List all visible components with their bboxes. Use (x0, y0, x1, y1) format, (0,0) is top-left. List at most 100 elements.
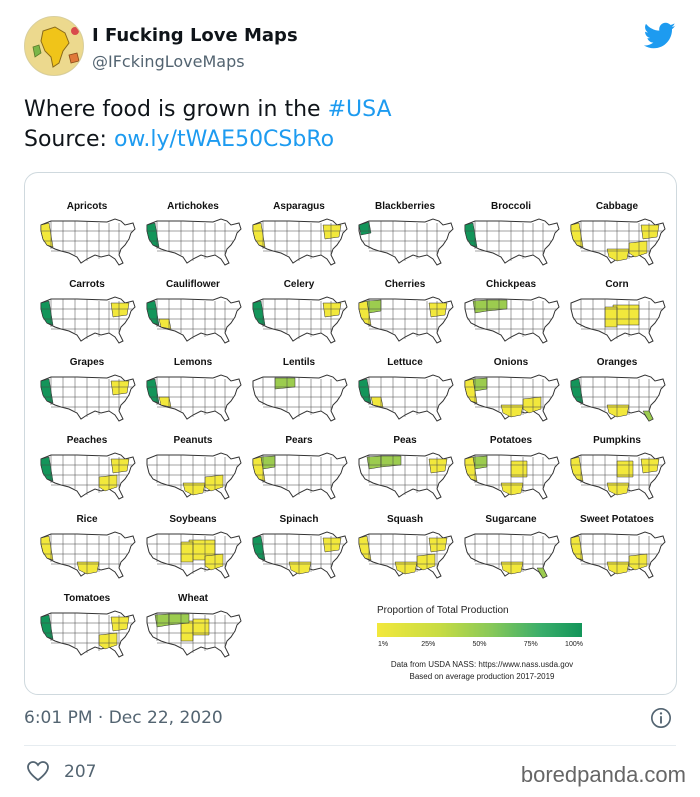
region-midwest (510, 460, 528, 478)
us-outline (252, 531, 348, 579)
region-northeast (110, 458, 130, 474)
us-map (40, 218, 136, 266)
legend-source-line-2: Based on average production 2017-2019 (409, 672, 555, 681)
region-north-central (486, 299, 508, 312)
legend-tick: 75% (523, 641, 538, 648)
us-map (40, 296, 136, 344)
map-title: Spinach (279, 514, 319, 525)
avatar[interactable] (24, 16, 84, 76)
legend-source: Data from USDA NASS: https://www.nass.us… (377, 659, 587, 683)
map-sweet-potatoes: Sweet Potatoes (565, 514, 669, 584)
map-title: Asparagus (273, 201, 325, 212)
map-title: Lettuce (387, 357, 423, 368)
legend-source-line-1: Data from USDA NASS: https://www.nass.us… (390, 660, 574, 669)
region-northeast (640, 458, 660, 474)
map-title: Onions (493, 357, 529, 368)
tweet-timestamp[interactable]: 6:01 PM · Dec 22, 2020 (24, 708, 223, 728)
region-south (606, 404, 630, 418)
tweet-media-image[interactable]: Apricots Artichokes Asparagus Blackberries B… (24, 172, 677, 695)
map-title: Pumpkins (593, 435, 641, 446)
map-carrots: Carrots (35, 279, 139, 349)
us-map (570, 452, 666, 500)
map-corn: Corn (565, 279, 669, 349)
map-sugarcane: Sugarcane (459, 514, 563, 584)
map-title: Peas (393, 435, 417, 446)
map-title: Soybeans (169, 514, 217, 525)
map-title: Potatoes (489, 435, 533, 446)
region-northeast (322, 302, 342, 318)
legend-title: Proportion of Total Production (377, 605, 509, 616)
source-link[interactable]: ow.ly/tWAE50CSbRo (113, 127, 335, 152)
region-midwest (616, 460, 634, 478)
us-outline (40, 296, 136, 344)
map-peaches: Peaches (35, 435, 139, 505)
us-outline (464, 218, 560, 266)
us-map (40, 531, 136, 579)
us-map (464, 374, 560, 422)
region-plains (604, 306, 618, 328)
region-south (288, 561, 312, 575)
us-outline (358, 296, 454, 344)
legend-ticks: 1% 25% 50% 75% 100% (377, 641, 583, 653)
region-south (394, 561, 418, 575)
us-outline (146, 374, 242, 422)
us-outline (146, 296, 242, 344)
us-map (252, 452, 348, 500)
map-potatoes: Potatoes (459, 435, 563, 505)
us-map (358, 452, 454, 500)
region-northwest-strong (358, 221, 372, 236)
map-lettuce: Lettuce (353, 357, 457, 427)
region-northeast (428, 458, 448, 474)
region-plains (180, 620, 194, 642)
map-title: Pears (285, 435, 313, 446)
map-apricots: Apricots (35, 201, 139, 271)
source-label: Source: (24, 127, 114, 152)
map-peas: Peas (353, 435, 457, 505)
twitter-bird-icon (644, 22, 676, 49)
map-title: Broccoli (490, 201, 531, 212)
region-northeast (110, 616, 130, 632)
us-map (252, 296, 348, 344)
us-map (358, 531, 454, 579)
map-cabbage: Cabbage (565, 201, 669, 271)
us-outline (252, 374, 348, 422)
us-map (252, 374, 348, 422)
region-north-central (168, 613, 190, 626)
hashtag-link[interactable]: #USA (327, 97, 392, 122)
region-northeast (428, 302, 448, 318)
map-wheat: Wheat (141, 593, 245, 663)
region-florida (536, 567, 548, 579)
legend-tick: 25% (421, 641, 436, 648)
map-peanuts: Peanuts (141, 435, 245, 505)
like-count[interactable]: 207 (64, 762, 97, 782)
region-northeast (110, 380, 130, 396)
us-outline (358, 374, 454, 422)
map-title: Oranges (596, 357, 638, 368)
us-map (464, 296, 560, 344)
map-title: Celery (283, 279, 315, 290)
map-title: Sweet Potatoes (580, 514, 654, 525)
us-outline (252, 452, 348, 500)
legend-tick: 50% (472, 641, 487, 648)
tweet-line-1: Where food is grown in the #USA (24, 95, 392, 125)
heart-icon[interactable] (26, 760, 50, 782)
info-icon[interactable] (650, 707, 672, 729)
region-south (500, 404, 524, 418)
map-title: Blackberries (374, 201, 436, 212)
us-map (464, 218, 560, 266)
map-title: Cauliflower (166, 279, 220, 290)
display-name[interactable]: I Fucking Love Maps (92, 25, 298, 46)
legend-tick: 1% (377, 641, 389, 648)
map-spinach: Spinach (247, 514, 351, 584)
region-northeast (428, 537, 448, 553)
us-map (570, 218, 666, 266)
user-handle[interactable]: @IFckingLoveMaps (92, 52, 245, 71)
tweet-body: Where food is grown in the (24, 97, 328, 122)
legend-color-bar (377, 623, 582, 637)
map-soybeans: Soybeans (141, 514, 245, 584)
map-asparagus: Asparagus (247, 201, 351, 271)
tweet-line-2: Source: ow.ly/tWAE50CSbRo (24, 125, 392, 155)
us-map (146, 531, 242, 579)
us-map (358, 218, 454, 266)
us-map (146, 610, 242, 658)
